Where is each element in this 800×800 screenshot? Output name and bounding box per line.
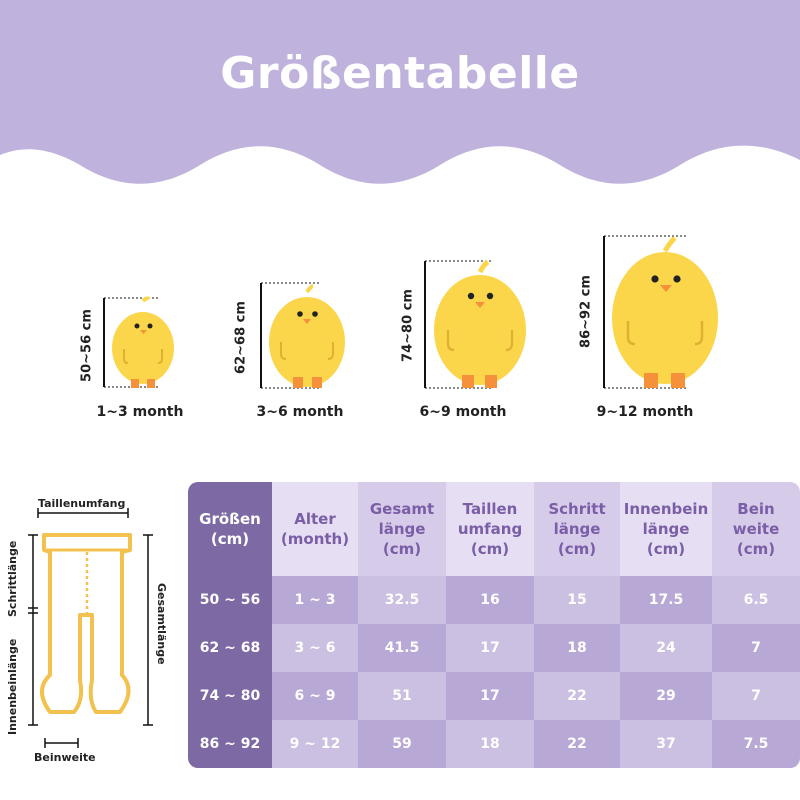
label-leg-width: Beinweite <box>34 751 96 764</box>
chick-illustration-4 <box>603 235 718 389</box>
table-cell: 17 <box>446 624 534 672</box>
table-cell: 9 ~ 12 <box>272 720 358 768</box>
table-cell: 37 <box>620 720 712 768</box>
table-cell: 7 <box>712 624 800 672</box>
height-label-3: 74~80 cm <box>400 289 416 362</box>
table-cell: 16 <box>446 576 534 624</box>
table-header-cell: Taillen umfang (cm) <box>446 482 534 576</box>
table-header-cell: Innenbein länge (cm) <box>620 482 712 576</box>
chick-illustration-1 <box>103 296 174 388</box>
age-label-3: 6~9 month <box>419 404 507 420</box>
page-title: Größentabelle <box>220 48 580 99</box>
age-label-2: 3~6 month <box>256 404 344 420</box>
pants-measurement-diagram <box>28 508 153 748</box>
table-cell: 24 <box>620 624 712 672</box>
table-header-cell: Größen (cm) <box>188 482 272 576</box>
table-cell: 7.5 <box>712 720 800 768</box>
table-header-cell: Alter (month) <box>272 482 358 576</box>
table-cell: 50 ~ 56 <box>188 576 272 624</box>
table-header-cell: Gesamt länge (cm) <box>358 482 446 576</box>
table-cell: 15 <box>534 576 620 624</box>
header-banner <box>0 0 800 184</box>
size-table: Größen (cm) Alter (month) Gesamt länge (… <box>188 482 800 768</box>
label-crotch: Schrittlänge <box>6 540 19 617</box>
table-cell: 17.5 <box>620 576 712 624</box>
table-cell: 51 <box>358 672 446 720</box>
table-cell: 41.5 <box>358 624 446 672</box>
table-cell: 6 ~ 9 <box>272 672 358 720</box>
table-cell: 29 <box>620 672 712 720</box>
height-label-2: 62~68 cm <box>233 301 249 374</box>
table-cell: 17 <box>446 672 534 720</box>
table-cell: 3 ~ 6 <box>272 624 358 672</box>
label-waist: Taillenumfang <box>38 497 126 510</box>
table-cell: 6.5 <box>712 576 800 624</box>
height-label-1: 50~56 cm <box>79 309 95 382</box>
table-header-cell: Schritt länge (cm) <box>534 482 620 576</box>
label-inseam: Innenbeinlänge <box>6 638 19 735</box>
age-label-1: 1~3 month <box>96 404 184 420</box>
table-cell: 62 ~ 68 <box>188 624 272 672</box>
table-cell: 74 ~ 80 <box>188 672 272 720</box>
label-total-length: Gesamtlänge <box>155 583 168 665</box>
table-cell: 7 <box>712 672 800 720</box>
table-cell: 86 ~ 92 <box>188 720 272 768</box>
table-cell: 22 <box>534 720 620 768</box>
chick-illustration-2 <box>260 282 345 389</box>
age-label-4: 9~12 month <box>596 404 694 420</box>
table-cell: 18 <box>446 720 534 768</box>
table-cell: 59 <box>358 720 446 768</box>
table-header-cell: Bein weite (cm) <box>712 482 800 576</box>
table-cell: 18 <box>534 624 620 672</box>
height-label-4: 86~92 cm <box>578 275 594 348</box>
table-cell: 22 <box>534 672 620 720</box>
table-cell: 1 ~ 3 <box>272 576 358 624</box>
chick-illustration-3 <box>424 259 526 389</box>
table-cell: 32.5 <box>358 576 446 624</box>
